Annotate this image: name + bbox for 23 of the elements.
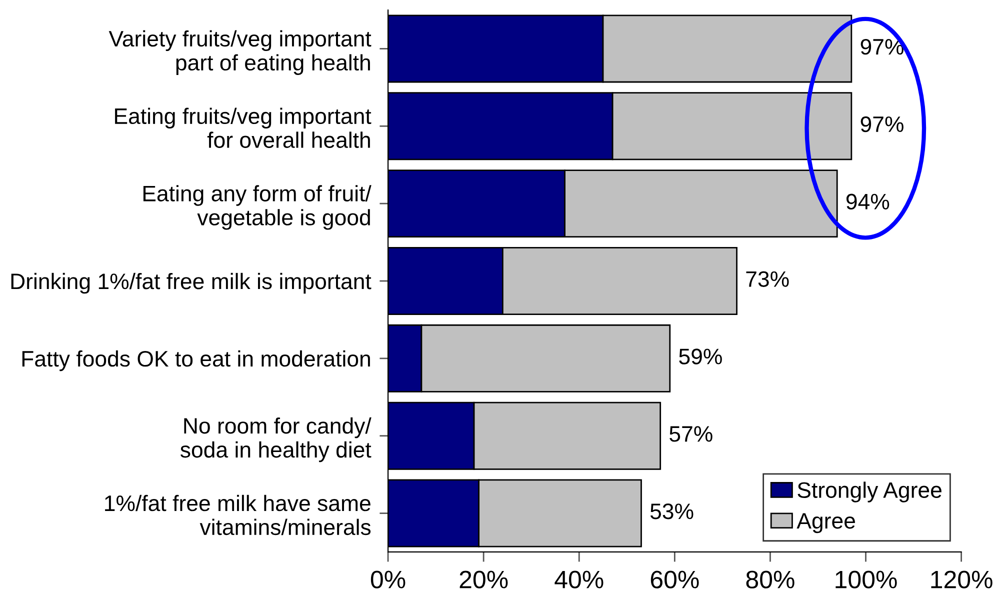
x-tick-label: 40% [554, 570, 604, 588]
legend-label: Agree [796, 513, 855, 534]
x-tick-label: 100% [836, 570, 897, 588]
total-label: 97% [860, 38, 904, 55]
x-tick-label: 120% [931, 570, 992, 588]
legend-label: Strongly Agree [798, 482, 942, 502]
x-tick-label: 80% [746, 570, 794, 588]
y-tick-label: Eating fruits/veg important for overall health [115, 108, 372, 148]
x-tick-label: 0% [370, 570, 406, 588]
total-label: 94% [846, 194, 890, 210]
y-tick-label: Drinking 1%/fat free milk is important [11, 272, 372, 294]
x-tick-label: 60% [650, 570, 699, 588]
total-label: 73% [746, 271, 789, 287]
y-tick-label: Variety fruits/veg important part of eating health [108, 30, 372, 75]
x-tick-label: 20% [460, 570, 508, 588]
y-tick-label: 1%/fat free milk have same vitamins/minerals [105, 494, 371, 536]
total-label: 59% [679, 348, 722, 364]
y-tick-label: Fatty foods OK to eat in moderation [22, 350, 370, 372]
total-label: 97% [860, 116, 904, 132]
total-label: 57% [670, 426, 712, 442]
y-tick-label: No room for candy/ soda in healthy diet [180, 417, 372, 462]
total-label: 53% [650, 503, 694, 520]
y-tick-label: Eating any form of fruit/ vegetable is good [143, 185, 372, 230]
